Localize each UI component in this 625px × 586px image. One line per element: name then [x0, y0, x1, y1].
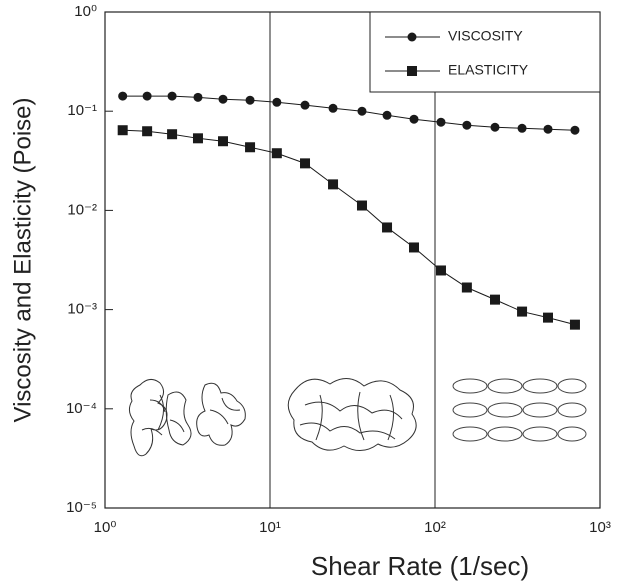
data-point — [218, 136, 229, 147]
y-tick-label: 10⁻³ — [67, 301, 97, 318]
data-point — [117, 125, 128, 136]
legend-marker — [407, 66, 417, 76]
data-point — [543, 124, 553, 134]
data-point — [218, 94, 228, 104]
y-axis-label: Viscosity and Elasticity (Poise) — [9, 97, 36, 422]
data-point — [462, 120, 472, 130]
y-tick-label: 10⁻² — [67, 201, 97, 218]
legend-marker — [407, 32, 417, 42]
data-point — [167, 91, 177, 101]
data-point — [490, 122, 500, 132]
data-point — [328, 103, 338, 113]
data-point — [142, 126, 153, 137]
data-point — [272, 97, 282, 107]
data-point — [517, 306, 528, 317]
data-point — [570, 125, 580, 135]
data-point — [409, 114, 419, 124]
data-point — [328, 179, 339, 190]
x-axis-label: Shear Rate (1/sec) — [311, 551, 529, 581]
structure-illustrations — [128, 378, 587, 457]
legend-box — [369, 11, 601, 93]
data-point — [489, 294, 500, 305]
x-tick-label: 10¹ — [259, 519, 281, 536]
x-tick-label: 10² — [424, 519, 446, 536]
data-point — [245, 142, 256, 153]
series-line — [122, 95, 575, 131]
data-point — [461, 282, 472, 293]
data-point — [167, 129, 178, 140]
y-tick-label: 10⁻⁴ — [66, 400, 97, 417]
data-point — [271, 148, 282, 159]
data-point — [382, 222, 393, 233]
data-point — [517, 123, 527, 133]
data-point — [300, 100, 310, 110]
data-point — [436, 117, 446, 127]
x-tick-label: 10⁰ — [94, 519, 117, 536]
data-point — [245, 95, 255, 105]
y-tick-label: 10⁻¹ — [67, 102, 97, 119]
y-tick-label: 10⁰ — [74, 3, 97, 20]
plot-frame — [104, 11, 601, 509]
data-point — [118, 91, 128, 101]
data-point — [300, 158, 311, 169]
legend-label: VISCOSITY — [448, 28, 523, 44]
data-point — [435, 265, 446, 276]
data-point — [356, 200, 367, 211]
data-point — [542, 312, 553, 323]
x-tick-label: 10³ — [589, 519, 611, 536]
data-point — [192, 133, 203, 144]
y-tick-label: 10⁻⁵ — [66, 499, 97, 516]
data-point — [382, 110, 392, 120]
data-point — [569, 319, 580, 330]
legend-label: ELASTICITY — [448, 62, 529, 78]
data-point — [357, 106, 367, 116]
series-line — [122, 129, 576, 326]
data-point — [193, 92, 203, 102]
data-point — [409, 242, 420, 253]
data-point — [142, 91, 152, 101]
